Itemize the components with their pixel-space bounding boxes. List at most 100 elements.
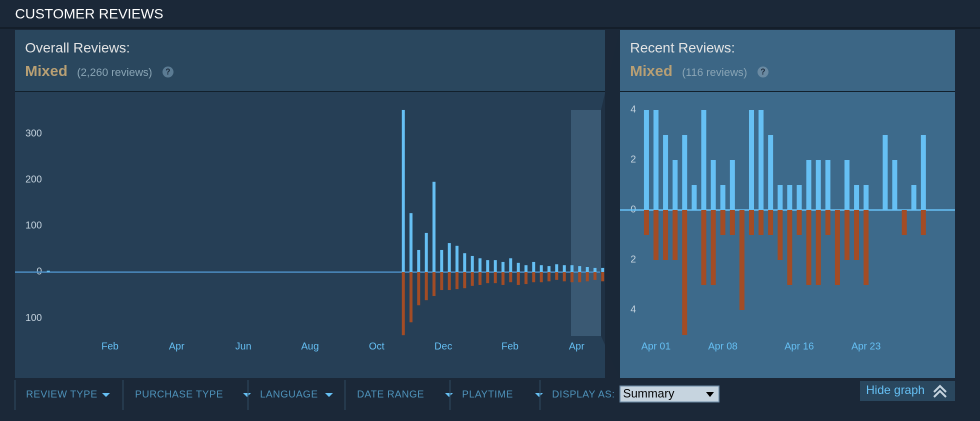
bar xyxy=(516,272,520,285)
bar xyxy=(440,272,444,291)
bar xyxy=(440,249,444,273)
bar xyxy=(806,210,812,285)
hide-graph-text[interactable]: Hide graph xyxy=(866,383,925,397)
bar xyxy=(777,210,783,260)
help-icon-text[interactable]: ? xyxy=(166,68,171,77)
y-tick-label: 200 xyxy=(25,175,42,186)
recent-count: (116 reviews) xyxy=(682,67,747,79)
bar xyxy=(539,272,543,283)
filter-dropdown[interactable]: LANGUAGE xyxy=(260,390,318,401)
dropdown-arrow[interactable] xyxy=(445,393,453,397)
bar xyxy=(920,135,926,210)
display-as-label: DISPLAY AS: xyxy=(552,390,615,401)
dropdown-arrow[interactable] xyxy=(243,393,251,397)
bar xyxy=(547,272,551,282)
bar xyxy=(796,210,802,235)
bar xyxy=(501,261,505,273)
bar xyxy=(758,210,764,235)
filter-dropdown[interactable]: PLAYTIME xyxy=(462,390,513,401)
bar xyxy=(601,272,605,282)
bar xyxy=(493,272,497,284)
bar xyxy=(844,210,850,260)
dropdown-arrow[interactable] xyxy=(102,393,110,397)
bar xyxy=(524,265,528,273)
bar xyxy=(663,210,669,260)
bar xyxy=(748,210,754,235)
filter-dropdown[interactable]: REVIEW TYPE xyxy=(26,390,97,401)
overall-label: Overall Reviews: xyxy=(25,40,130,56)
y-tick-label: 100 xyxy=(25,313,42,324)
bar xyxy=(585,267,589,273)
bar xyxy=(409,213,413,273)
bar xyxy=(455,245,459,273)
bar xyxy=(562,265,566,273)
help-icon-text[interactable]: ? xyxy=(761,68,766,77)
hide-graph-button[interactable] xyxy=(860,381,955,401)
bar xyxy=(720,185,726,210)
bar xyxy=(509,272,513,283)
chevron[interactable] xyxy=(933,389,947,398)
filter-dropdown[interactable]: PURCHASE TYPE xyxy=(135,390,223,401)
connector xyxy=(601,30,620,378)
bar xyxy=(663,135,669,210)
x-tick-label: Oct xyxy=(369,342,385,353)
bar xyxy=(593,272,597,280)
help-icon[interactable] xyxy=(162,66,174,78)
x-tick-label: Apr 16 xyxy=(785,342,815,353)
x-tick-label: Apr 01 xyxy=(641,342,671,353)
bar xyxy=(901,210,907,235)
bar xyxy=(720,210,726,235)
bar xyxy=(729,160,735,210)
bar xyxy=(796,185,802,210)
filter-dropdown[interactable]: DATE RANGE xyxy=(357,390,424,401)
bar xyxy=(701,110,707,210)
recent-header xyxy=(620,30,955,91)
bar xyxy=(682,135,688,210)
bar xyxy=(555,272,559,280)
bar xyxy=(854,210,860,260)
bar xyxy=(643,110,649,210)
bar xyxy=(653,210,659,260)
bar xyxy=(710,210,716,285)
dropdown-arrow[interactable] xyxy=(535,393,543,397)
display-select[interactable] xyxy=(619,385,720,403)
y-tick-label: 4 xyxy=(630,305,636,316)
x-tick-label: Apr xyxy=(169,342,185,353)
bar xyxy=(547,266,551,273)
bar xyxy=(844,160,850,210)
chevron[interactable] xyxy=(933,384,947,393)
help-icon[interactable] xyxy=(757,66,769,78)
select-arrow[interactable] xyxy=(706,392,714,397)
bar xyxy=(455,272,459,290)
bar xyxy=(417,272,421,306)
bar xyxy=(470,255,474,273)
bar xyxy=(463,253,467,273)
bar xyxy=(409,272,413,323)
bar xyxy=(701,210,707,285)
x-tick-label: Feb xyxy=(501,342,519,353)
x-tick-label: Dec xyxy=(434,342,452,353)
bar xyxy=(578,272,582,283)
bar xyxy=(758,110,764,210)
bar xyxy=(516,262,520,273)
x-tick-label: Aug xyxy=(301,342,319,353)
bar xyxy=(424,272,428,301)
dropdown-arrow[interactable] xyxy=(325,393,333,397)
x-tick-label: Apr xyxy=(569,342,585,353)
bar xyxy=(672,210,678,260)
display-select-value[interactable]: Summary xyxy=(623,387,674,401)
bar xyxy=(768,135,774,210)
bar xyxy=(539,265,543,273)
bar xyxy=(593,267,597,273)
bar xyxy=(447,272,451,291)
bar xyxy=(882,135,888,210)
bar xyxy=(815,160,821,210)
bar xyxy=(432,181,436,273)
bar xyxy=(570,272,574,283)
bar xyxy=(401,272,405,336)
x-tick-label: Jun xyxy=(235,342,251,353)
bar xyxy=(524,272,528,285)
bar xyxy=(911,185,917,210)
